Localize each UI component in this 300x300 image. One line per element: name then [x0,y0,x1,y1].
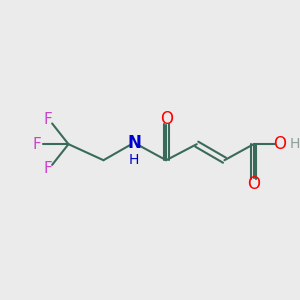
Text: F: F [32,137,41,152]
Text: H: H [289,137,300,151]
Text: N: N [127,134,141,152]
Text: O: O [247,175,260,193]
Text: F: F [44,161,52,176]
Text: H: H [129,153,139,166]
Text: O: O [160,110,173,128]
Text: F: F [44,112,52,127]
Text: O: O [273,135,286,153]
